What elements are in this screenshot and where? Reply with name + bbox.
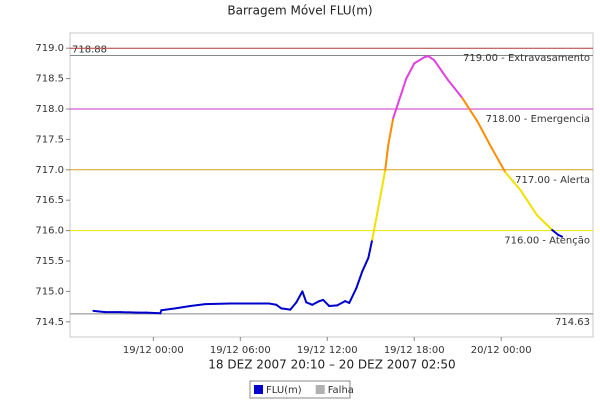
line-segment xyxy=(204,302,232,306)
line-segment xyxy=(328,304,339,307)
line-segment xyxy=(519,188,539,217)
line-segment xyxy=(322,298,331,307)
x-tick-label: 19/12 06:00 xyxy=(210,345,271,356)
line-segment xyxy=(268,302,278,306)
x-tick-label: 19/12 00:00 xyxy=(123,345,184,356)
line-segment xyxy=(311,300,321,306)
line-segment xyxy=(490,146,507,174)
y-tick-label: 718.5 xyxy=(35,74,64,85)
y-tick-label: 716.0 xyxy=(35,226,64,237)
y-tick-label: 715.5 xyxy=(35,256,64,267)
line-segment xyxy=(160,307,177,312)
line-segment xyxy=(504,171,522,191)
legend-swatch xyxy=(315,385,325,394)
threshold-label: 717.00 - Alerta xyxy=(515,175,590,186)
chart-title: Barragem Móvel FLU(m) xyxy=(227,4,372,18)
line-segment xyxy=(348,287,358,304)
line-segment xyxy=(119,311,140,314)
y-tick-label: 718.0 xyxy=(35,104,64,115)
plot-area xyxy=(69,32,594,338)
y-tick-label: 719.0 xyxy=(35,43,64,54)
line-segment xyxy=(189,303,207,307)
line-segment xyxy=(305,301,314,306)
line-segment xyxy=(413,56,426,65)
line-segment xyxy=(557,233,564,238)
line-segment xyxy=(295,290,304,304)
threshold-label: 718.00 - Emergencia xyxy=(486,114,590,125)
threshold-label: 716.00 - Atenção xyxy=(504,236,590,247)
line-segment xyxy=(536,214,554,231)
line-segment xyxy=(405,62,416,80)
y-tick-label: 717.5 xyxy=(35,134,64,145)
threshold-label: 719.00 - Extravasamento xyxy=(463,53,590,64)
x-axis-label: 18 DEZ 2007 20:10 – 20 DEZ 2007 02:50 xyxy=(208,358,455,372)
line-segment xyxy=(371,217,378,241)
line-segment xyxy=(384,144,390,171)
line-segment xyxy=(392,95,402,120)
line-segment xyxy=(427,55,436,62)
line-segment xyxy=(461,97,479,123)
y-tick-label: 714.5 xyxy=(35,317,64,328)
line-segment xyxy=(375,168,387,220)
line-segment xyxy=(174,304,192,310)
legend-label: FLU(m) xyxy=(266,385,302,396)
line-segment xyxy=(447,79,464,100)
legend-label: Falha xyxy=(328,385,354,396)
legend-swatch xyxy=(254,385,263,394)
line-segment xyxy=(336,300,347,307)
reference-label: 714.63 xyxy=(555,317,590,328)
x-tick-label: 19/12 18:00 xyxy=(384,345,445,356)
line-segment xyxy=(301,290,308,304)
y-tick-label: 716.5 xyxy=(35,195,64,206)
line-segment xyxy=(367,238,374,259)
x-tick-label: 19/12 12:00 xyxy=(297,345,358,356)
reference-label: 718.88 xyxy=(72,44,107,55)
line-segment xyxy=(145,311,162,315)
line-segment xyxy=(551,228,560,236)
line-segment xyxy=(289,301,298,311)
line-segment xyxy=(355,270,364,290)
legend-box xyxy=(249,380,351,399)
x-tick-label: 20/12 00:00 xyxy=(471,345,532,356)
line-segment xyxy=(92,309,107,314)
line-segment xyxy=(387,117,395,147)
line-segment xyxy=(433,59,450,82)
line-segment xyxy=(476,120,493,149)
line-segment xyxy=(399,77,408,98)
y-tick-label: 715.0 xyxy=(35,286,64,297)
line-segment xyxy=(280,307,292,311)
y-tick-label: 717.0 xyxy=(35,165,64,176)
line-segment xyxy=(361,256,370,273)
line-segment xyxy=(275,303,283,310)
